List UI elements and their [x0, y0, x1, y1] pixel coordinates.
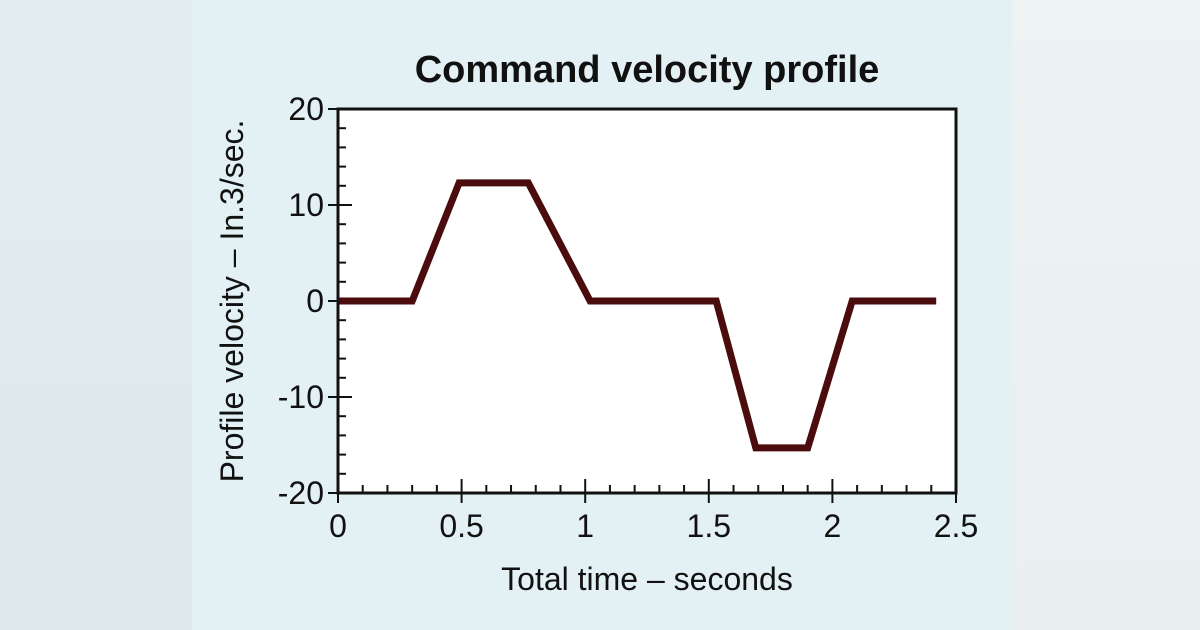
left-background [0, 0, 192, 630]
velocity-series-line [338, 179, 937, 452]
x-tick-label: 1.5 [687, 508, 731, 544]
plot-frame [336, 107, 958, 495]
x-tick-label: 0 [329, 508, 347, 544]
y-tick-label: 10 [288, 187, 324, 223]
y-tick-label: 20 [288, 91, 324, 127]
y-axis-label: Profile velocity – In.3/sec. [214, 120, 250, 483]
x-tick-label: 1 [576, 508, 594, 544]
x-tick-label: 2 [824, 508, 842, 544]
axis-tick-labels: 0 0.5 1 1.5 2 2.5 20 10 0 -10 -20 [278, 91, 978, 544]
right-background [1012, 0, 1200, 630]
x-tick-label: 2.5 [934, 508, 978, 544]
chart-title: Command velocity profile [415, 49, 880, 91]
y-tick-label: -10 [278, 379, 324, 415]
y-tick-label: -20 [278, 475, 324, 511]
x-axis-label: Total time – seconds [501, 561, 793, 597]
y-tick-label: 0 [306, 283, 324, 319]
x-tick-label: 0.5 [439, 508, 483, 544]
